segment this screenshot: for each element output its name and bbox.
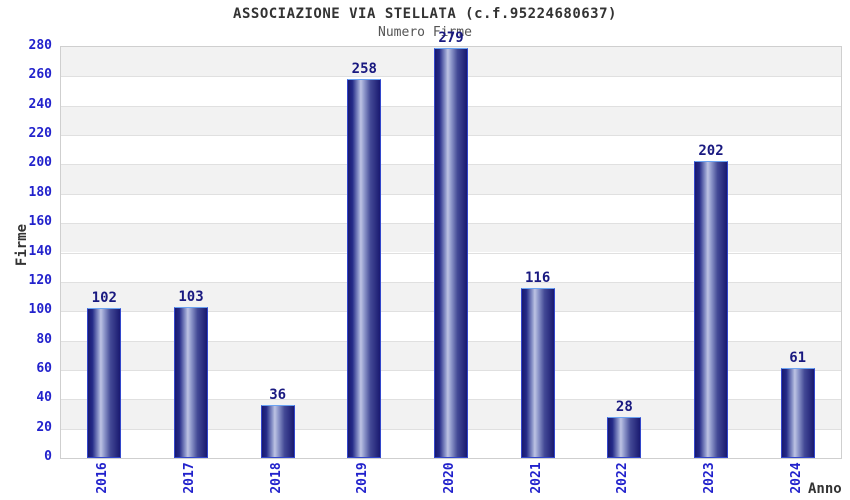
bar-2023 [694,161,728,458]
bar-value-label-2023: 202 [698,143,724,159]
y-tick-280: 280 [28,38,52,53]
y-tick-140: 140 [28,243,52,259]
bar-value-label-2018: 36 [269,387,287,403]
x-tick-2022: 2022 [615,462,631,494]
y-tick-180: 180 [28,184,52,200]
bar-2018 [260,405,295,458]
y-tick-160: 160 [28,214,52,230]
x-tick-2020: 2020 [442,462,457,494]
y-tick-80: 80 [36,331,52,347]
bar-2020 [434,48,468,458]
y-tick-260: 260 [28,67,52,83]
bar-value-label-2022: 28 [615,399,633,415]
chart-subtitle: Numero Firme [378,25,472,40]
bar-2016 [87,308,122,458]
bar-value-label-2017: 103 [178,289,204,305]
bar-value-label-2024: 61 [789,350,807,366]
bar-value-label-2016: 102 [91,290,117,306]
x-tick-2018: 2018 [268,462,284,494]
y-tick-220: 220 [28,126,52,142]
x-tick-2016: 2016 [95,462,111,494]
bar-2017 [174,307,208,458]
bar-value-label-2021: 116 [525,270,551,286]
y-tick-40: 40 [36,390,52,406]
y-tick-20: 20 [36,419,52,435]
y-tick-100: 100 [28,302,52,318]
x-tick-2021: 2021 [528,462,544,494]
chart-title: ASSOCIAZIONE VIA STELLATA (c.f.952246806… [233,6,617,22]
x-tick-2023: 2023 [702,462,717,494]
y-tick-0: 0 [44,449,52,464]
y-tick-120: 120 [28,272,52,288]
bar-2021 [520,288,555,458]
y-tick-60: 60 [36,360,52,376]
y-tick-240: 240 [28,96,52,112]
x-tick-2024: 2024 [788,462,804,494]
plot-area: 102 103 36 258 279 116 28 202 61 [60,30,842,459]
bar-2019 [347,79,382,458]
bar-2022 [607,417,642,458]
x-axis-title: Anno [808,481,842,497]
x-tick-2017: 2017 [182,462,197,494]
bar-value-label-2020: 279 [438,30,464,46]
y-tick-200: 200 [28,155,52,171]
x-tick-2019: 2019 [355,462,371,494]
bar-value-label-2019: 258 [351,61,377,77]
bar-2024 [780,368,815,458]
